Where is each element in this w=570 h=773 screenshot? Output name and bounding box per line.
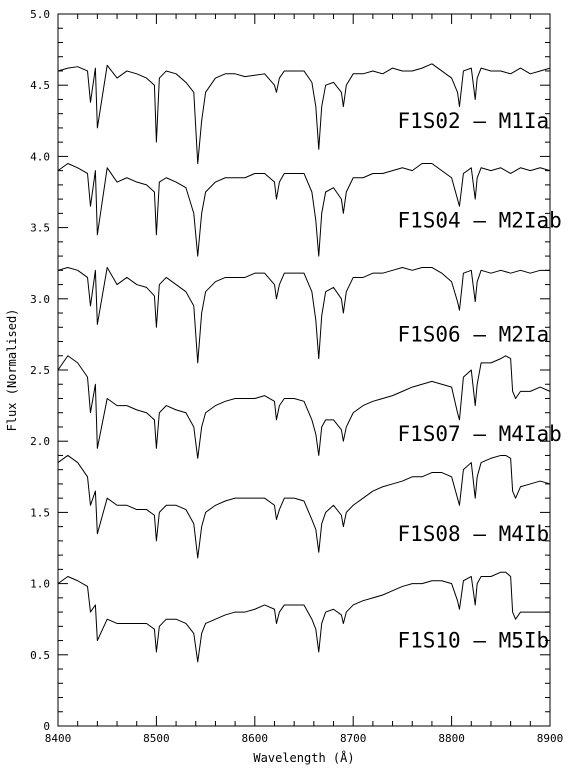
spectrum-line-4	[57, 355, 551, 459]
spectrum-line-6	[57, 571, 550, 663]
y-tick-label: 2.5	[30, 364, 50, 377]
spectrum-label: F1S04 – M2Iab	[397, 209, 561, 233]
spectrum-label: F1S02 – M1Ia	[397, 109, 549, 133]
x-tick-label: 8400	[45, 732, 72, 745]
x-axis-ticks: 8400 8500 8600 8700 8800 8900	[45, 14, 564, 745]
x-axis-title: Wavelength (Å)	[253, 750, 354, 765]
y-axis-title: Flux (Normalised)	[5, 309, 19, 432]
y-tick-label: 3.0	[30, 293, 50, 306]
y-tick-label: 4.5	[30, 79, 50, 92]
spectrum-line-2	[57, 163, 551, 257]
spectrum-line-3	[57, 266, 550, 364]
spectrum-label: F1S08 – M4Ib	[397, 522, 549, 546]
y-tick-label: 2.0	[30, 435, 50, 448]
y-tick-label: 0.5	[30, 649, 50, 662]
y-tick-label: 5.0	[30, 8, 50, 21]
x-tick-label: 8900	[537, 732, 564, 745]
y-tick-label: 0	[43, 720, 50, 733]
y-tick-label: 1.0	[30, 578, 50, 591]
spectrum-label: F1S06 – M2Ia	[397, 323, 549, 347]
x-tick-label: 8700	[340, 732, 367, 745]
x-tick-label: 8800	[438, 732, 465, 745]
spectrum-label: F1S10 – M5Ib	[397, 629, 549, 653]
spectrum-label: F1S07 – M4Iab	[397, 422, 561, 446]
y-tick-label: 1.5	[30, 506, 50, 519]
spectrum-line-1	[57, 63, 551, 165]
spectrum-line-5	[57, 454, 551, 559]
y-axis-ticks: 0 0.5 1.0 1.5 2.0 2.5 3.0 3.5 4.0 4.5 5.0	[30, 8, 550, 733]
x-tick-label: 8500	[143, 732, 170, 745]
spectra-series	[57, 63, 551, 663]
x-tick-label: 8600	[242, 732, 269, 745]
spectrum-labels: F1S02 – M1Ia F1S04 – M2Iab F1S06 – M2Ia F1S…	[397, 109, 561, 653]
y-tick-label: 4.0	[30, 150, 50, 163]
y-tick-label: 3.5	[30, 222, 50, 235]
